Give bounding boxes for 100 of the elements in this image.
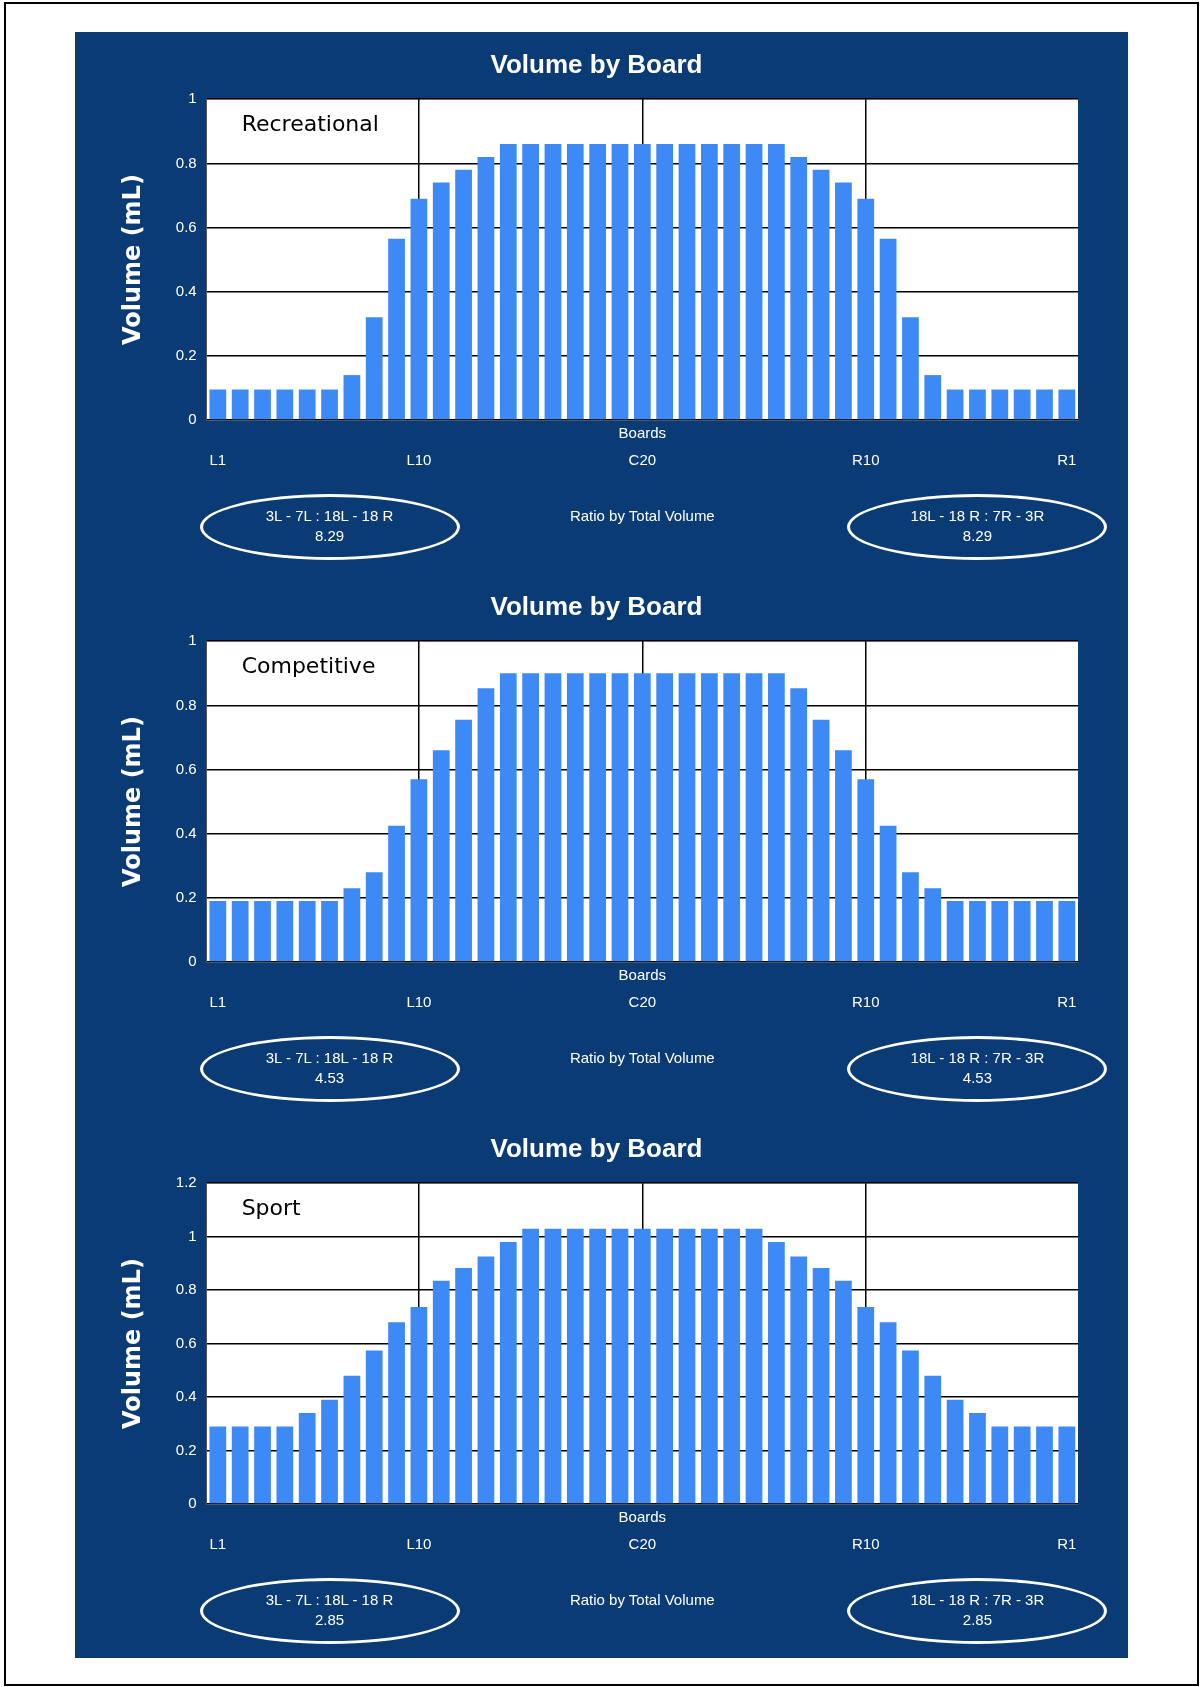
bar [231,901,249,962]
bar [455,719,472,962]
y-tick-label: 0.2 [175,1440,197,1458]
text: 3L - 7L : 18L - 18 R 2.85 [264,1590,395,1630]
x-tick-label: C20 [628,993,657,1011]
bar [544,1228,562,1504]
bar [633,144,651,420]
bar [432,182,450,420]
bar [410,779,428,962]
bar [768,144,785,420]
bar [633,673,651,962]
bar [790,1256,808,1504]
bar [835,182,852,420]
bar [544,673,562,962]
y-axis-title: Volume (mL) [117,1258,146,1430]
bar [321,901,338,962]
bar [611,1228,629,1504]
bar [656,1228,674,1504]
bar [209,1426,227,1504]
y-axis-title: Volume (mL) [117,716,146,888]
bar [879,1322,897,1504]
bar [723,673,741,962]
bar [946,901,964,962]
bar [589,1228,607,1504]
bar [1013,389,1031,420]
x-tick-label: L1 [209,993,227,1011]
bar [343,375,361,420]
bar [1058,901,1076,962]
bar [902,317,919,420]
x-tick-label: R10 [851,1535,880,1553]
bar [589,673,607,962]
bar [298,901,316,962]
bar [835,1280,852,1504]
bar [857,198,875,420]
text: 18L - 18 R : 7R - 3R 2.85 [909,1590,1046,1630]
y-tick-label: 0.6 [175,1333,197,1351]
bar [924,888,942,962]
x-tick-label: L10 [406,1535,432,1553]
y-tick-label: 0.4 [175,823,197,841]
bar [969,901,986,962]
x-tick-label: R10 [851,451,880,469]
text: 18L - 18 R : 7R - 3R 8.29 [909,506,1046,546]
bar [812,719,830,962]
bar [365,1350,383,1504]
bar [298,1413,316,1504]
bar [812,169,830,420]
bar [790,156,808,420]
bar [388,238,405,420]
chart-title: Volume by Board [490,590,703,621]
bar [254,1426,271,1504]
bar [477,156,495,420]
bar [700,1228,718,1504]
bar [499,144,517,420]
bar [343,888,361,962]
bar [723,144,741,420]
x-tick-label: R1 [1057,1535,1077,1553]
x-tick-label: C20 [628,451,657,469]
y-tick-label: 1 [188,1226,197,1244]
x-axis-title: Boards [618,1507,667,1525]
bar [678,1228,696,1504]
bar [1036,389,1053,420]
x-axis-title: Boards [618,423,667,441]
bar [857,1306,875,1504]
bar [455,169,472,420]
y-tick-label: 1.2 [175,1173,197,1191]
bar [924,1375,942,1504]
bar [745,1228,763,1504]
bar [678,673,696,962]
bar [432,1280,450,1504]
bar [946,389,964,420]
x-tick-label: C20 [628,1535,657,1553]
bar [611,673,629,962]
bar [209,389,227,420]
bar [298,389,316,420]
bar [566,673,584,962]
y-tick-label: 0.6 [175,217,197,235]
y-tick-label: 0 [188,410,197,428]
bar [969,389,986,420]
text: 3L - 7L : 18L - 18 R 8.29 [264,506,395,546]
bar [522,144,539,420]
x-tick-label: L1 [209,1535,227,1553]
text: Ratio by Total Volume [568,1590,716,1610]
y-tick-label: 0.4 [175,1387,197,1405]
chart-title: Volume by Board [490,48,703,79]
bar [566,144,584,420]
bar [1013,1426,1031,1504]
y-tick-label: 1 [188,631,197,649]
annotation: Competitive [241,653,376,679]
y-tick-label: 0 [188,1494,197,1512]
bar [879,238,897,420]
bar [835,750,852,962]
bar [388,1322,405,1504]
bar [946,1399,964,1504]
bar [477,1256,495,1504]
bar [566,1228,584,1504]
bar [969,1413,986,1504]
text: 18L - 18 R : 7R - 3R 4.53 [909,1048,1046,1088]
bar [768,1242,785,1504]
bar [276,389,294,420]
x-axis-title: Boards [618,965,667,983]
